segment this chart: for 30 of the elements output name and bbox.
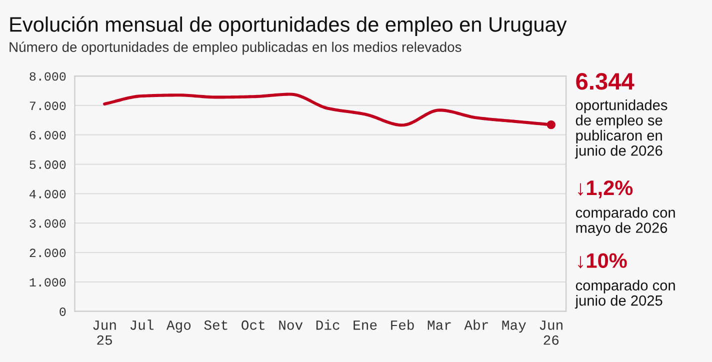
text: ↓10%: [578, 253, 627, 268]
x-tick-label: Jul: [130, 320, 154, 330]
x-tick-label: Ago: [166, 320, 191, 333]
y-tick-label: 3.000: [30, 219, 66, 228]
y-tick-label: 5.000: [30, 160, 66, 169]
x-tick-label: Dic: [316, 320, 340, 330]
text: comparado con mayo de 2026: [576, 207, 675, 236]
x-tick-label: Ene: [354, 320, 377, 330]
text: comparado con junio de 2025: [574, 280, 675, 309]
x-tick-label: Set: [204, 320, 228, 330]
y-tick-label: 4.000: [30, 190, 66, 198]
x-tick-label: Jun 26: [540, 320, 562, 345]
y-tick-label: 6.000: [30, 131, 66, 140]
y-tick-label: 0: [60, 307, 66, 316]
text: ↓1,2%: [578, 180, 633, 198]
x-tick-label: Nov: [279, 320, 303, 330]
y-tick-label: 7.000: [30, 102, 66, 110]
x-tick-label: Abr: [464, 320, 488, 330]
text: 6.344: [576, 73, 634, 90]
chart-subtitle: Número de oportunidades de empleo publicadas en los medios relevados: [10, 42, 462, 55]
x-tick-label: Mar: [428, 320, 451, 330]
x-tick-label: Feb: [391, 320, 414, 330]
y-tick-label: 1.000: [30, 278, 66, 287]
x-tick-label: Oct: [242, 320, 264, 330]
chart-title: Evolución mensual de oportunidades de empleo en Uruguay: [10, 16, 567, 36]
y-tick-label: 8.000: [30, 72, 66, 81]
x-tick-label: May: [502, 320, 526, 333]
x-tick-label: Jun 25: [93, 320, 116, 345]
y-tick-label: 2.000: [30, 248, 66, 258]
text: oportunidades de empleo se publicaron en junio de 2026: [574, 100, 668, 159]
